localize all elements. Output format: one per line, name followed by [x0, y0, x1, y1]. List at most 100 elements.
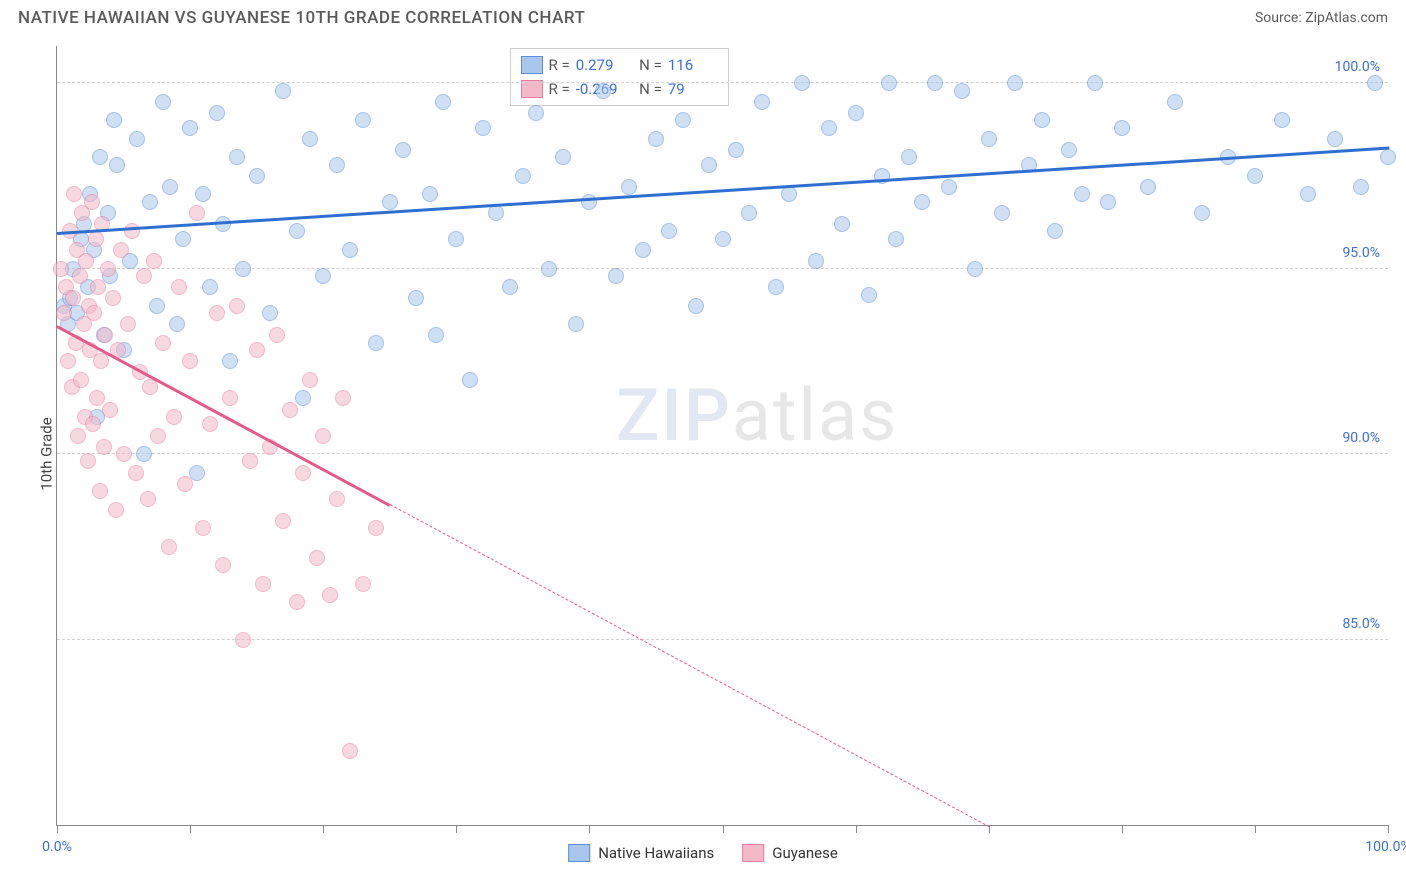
data-point	[162, 179, 178, 195]
trend-line	[57, 146, 1389, 234]
trend-line-extrapolated	[390, 504, 990, 827]
stat-r-label: R =	[549, 53, 570, 77]
data-point	[382, 194, 398, 210]
series-legend: Native HawaiiansGuyanese	[568, 844, 838, 862]
data-point	[195, 520, 211, 536]
data-point	[661, 223, 677, 239]
data-point	[56, 305, 72, 321]
data-point	[648, 131, 664, 147]
data-point	[741, 205, 757, 221]
data-point	[1114, 120, 1130, 136]
data-point	[146, 253, 162, 269]
source-attribution: Source: ZipAtlas.com	[1255, 10, 1388, 26]
data-point	[342, 242, 358, 258]
data-point	[688, 298, 704, 314]
data-point	[302, 131, 318, 147]
series-legend-item: Guyanese	[742, 844, 838, 862]
data-point	[80, 453, 96, 469]
data-point	[195, 186, 211, 202]
data-point	[1274, 112, 1290, 128]
data-point	[994, 205, 1010, 221]
chart-container: 10th Grade ZIPatlas R = 0.279 N = 116R =…	[0, 34, 1406, 874]
data-point	[84, 194, 100, 210]
data-point	[70, 428, 86, 444]
data-point	[821, 120, 837, 136]
data-point	[209, 105, 225, 121]
x-tick	[723, 825, 724, 833]
x-tick	[856, 825, 857, 833]
gridline	[57, 453, 1388, 454]
data-point	[102, 402, 118, 418]
data-point	[1074, 186, 1090, 202]
data-point	[249, 168, 265, 184]
x-tick	[589, 825, 590, 833]
data-point	[581, 194, 597, 210]
stats-legend: R = 0.279 N = 116R = -0.269 N = 79	[510, 48, 729, 106]
data-point	[794, 75, 810, 91]
data-point	[621, 179, 637, 195]
data-point	[202, 416, 218, 432]
data-point	[861, 287, 877, 303]
data-point	[149, 298, 165, 314]
data-point	[888, 231, 904, 247]
data-point	[171, 279, 187, 295]
data-point	[1353, 179, 1369, 195]
x-tick	[57, 825, 58, 833]
x-tick	[323, 825, 324, 833]
data-point	[475, 120, 491, 136]
data-point	[1247, 168, 1263, 184]
gridline	[57, 268, 1388, 269]
data-point	[155, 94, 171, 110]
data-point	[129, 131, 145, 147]
x-tick	[190, 825, 191, 833]
data-point	[1367, 75, 1383, 91]
data-point	[60, 353, 76, 369]
x-tick-label: 100.0%	[1365, 839, 1406, 855]
data-point	[335, 390, 351, 406]
data-point	[1140, 179, 1156, 195]
data-point	[113, 242, 129, 258]
data-point	[108, 502, 124, 518]
data-point	[555, 149, 571, 165]
data-point	[202, 279, 218, 295]
data-point	[269, 327, 285, 343]
data-point	[315, 268, 331, 284]
y-axis-label: 10th Grade	[38, 417, 56, 490]
y-tick-label: 100.0%	[1335, 59, 1380, 75]
data-point	[235, 261, 251, 277]
data-point	[66, 186, 82, 202]
data-point	[848, 105, 864, 121]
data-point	[309, 550, 325, 566]
data-point	[242, 453, 258, 469]
data-point	[428, 327, 444, 343]
data-point	[1061, 142, 1077, 158]
data-point	[528, 105, 544, 121]
data-point	[142, 379, 158, 395]
x-tick	[1122, 825, 1123, 833]
data-point	[967, 261, 983, 277]
data-point	[106, 112, 122, 128]
data-point	[92, 483, 108, 499]
legend-swatch	[568, 844, 590, 862]
data-point	[86, 305, 102, 321]
x-tick	[1388, 825, 1389, 833]
data-point	[941, 179, 957, 195]
data-point	[222, 390, 238, 406]
data-point	[927, 75, 943, 91]
stats-legend-row: R = -0.269 N = 79	[521, 77, 718, 101]
data-point	[954, 83, 970, 99]
data-point	[161, 539, 177, 555]
stat-n-value: 116	[668, 53, 718, 77]
data-point	[635, 242, 651, 258]
data-point	[128, 465, 144, 481]
data-point	[175, 231, 191, 247]
x-tick	[456, 825, 457, 833]
data-point	[728, 142, 744, 158]
data-point	[73, 372, 89, 388]
data-point	[448, 231, 464, 247]
data-point	[1007, 75, 1023, 91]
data-point	[136, 446, 152, 462]
data-point	[488, 205, 504, 221]
data-point	[289, 594, 305, 610]
data-point	[136, 268, 152, 284]
